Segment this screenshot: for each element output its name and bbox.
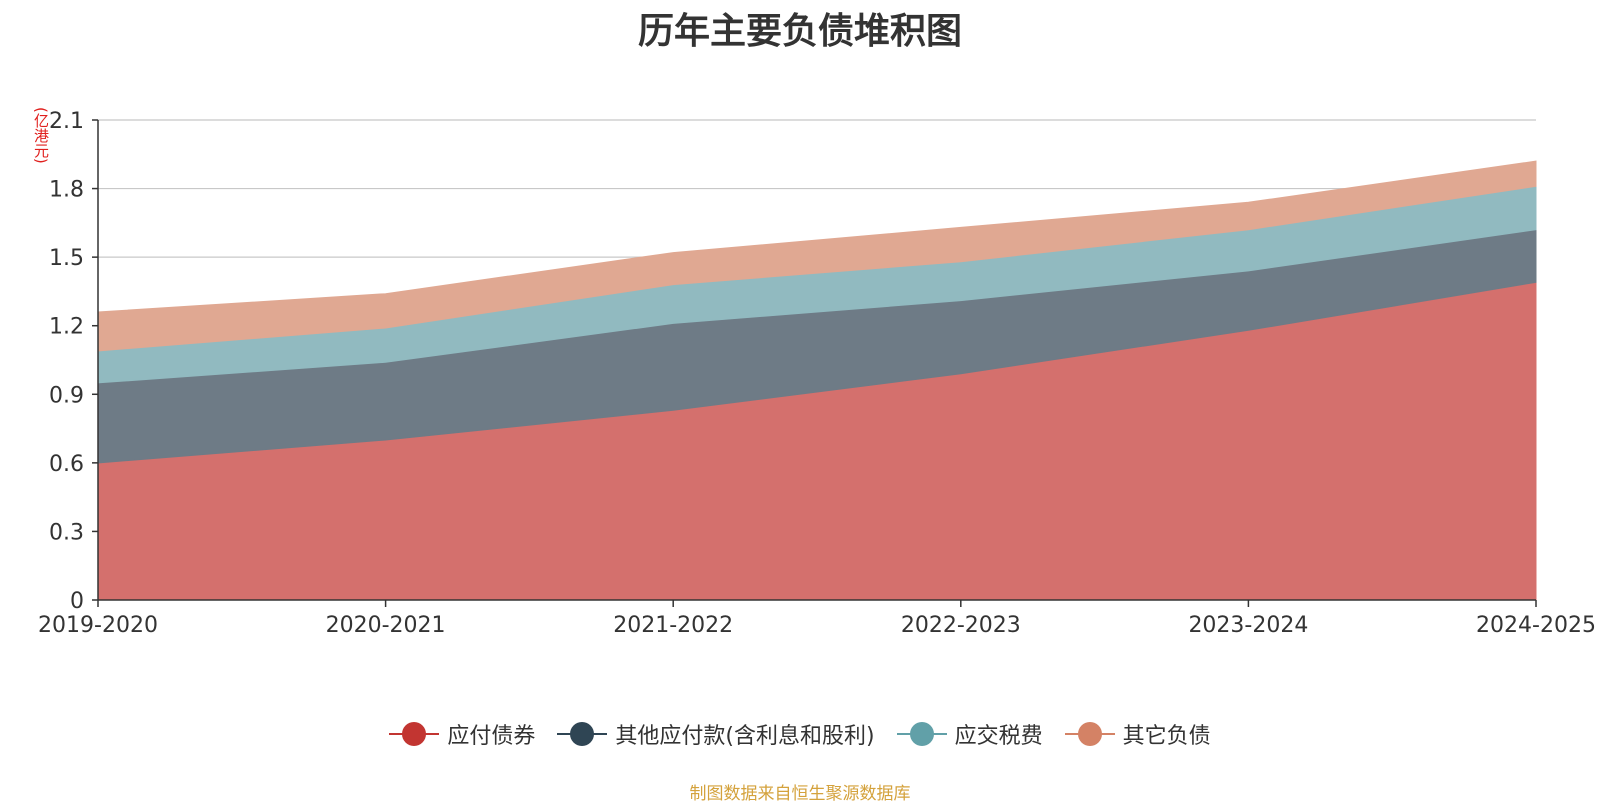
x-tick-label: 2020-2021 xyxy=(326,613,446,638)
source-note: 制图数据来自恒生聚源数据库 xyxy=(689,784,911,804)
legend-label: 其他应付款(含利息和股利) xyxy=(615,724,875,749)
axes xyxy=(97,120,1536,601)
legend-marker-icon xyxy=(896,721,947,747)
y-axis-ticks: 0 0.3 0.6 0.9 1.2 1.5 1.8 2.1 xyxy=(49,109,98,614)
y-tick-label: 1.2 xyxy=(49,315,84,340)
y-tick-label: 2.1 xyxy=(49,109,84,134)
legend-marker-icon xyxy=(1064,721,1115,747)
legend: 应付债券 其他应付款(含利息和股利) 应交税费 其它负债 xyxy=(0,718,1600,750)
legend-item-1[interactable]: 其他应付款(含利息和股利) xyxy=(557,718,875,750)
chart-title: 历年主要负债堆积图 xyxy=(637,11,962,52)
y-tick-label: 1.8 xyxy=(49,178,84,203)
x-tick-label: 2021-2022 xyxy=(613,613,733,638)
legend-label: 应交税费 xyxy=(954,724,1043,749)
legend-item-0[interactable]: 应付债券 xyxy=(389,718,535,750)
x-axis-ticks: 2019-2020 2020-2021 2021-2022 2022-2023 2023… xyxy=(38,600,1596,638)
legend-label: 其它负债 xyxy=(1122,724,1211,749)
area-series-3[interactable] xyxy=(97,160,1537,352)
y-axis-unit-label: (亿港元) xyxy=(32,106,50,164)
legend-marker-icon xyxy=(557,721,608,747)
y-tick-label: 0.9 xyxy=(49,383,84,408)
x-tick-label: 2023-2024 xyxy=(1188,613,1308,638)
y-tick-label: 1.5 xyxy=(49,246,84,271)
x-tick-label: 2022-2023 xyxy=(901,613,1021,638)
area-layers xyxy=(97,160,1537,601)
y-tick-label: 0.3 xyxy=(49,520,84,545)
legend-item-2[interactable]: 应交税费 xyxy=(896,718,1043,750)
y-tick-label: 0.6 xyxy=(49,452,84,477)
legend-item-3[interactable]: 其它负债 xyxy=(1064,718,1211,750)
x-tick-label: 2024-2025 xyxy=(1476,613,1596,638)
x-tick-label: 2019-2020 xyxy=(38,613,158,638)
y-tick-label: 0 xyxy=(70,589,84,614)
legend-marker-icon xyxy=(389,721,440,747)
legend-label: 应付债券 xyxy=(447,724,536,749)
